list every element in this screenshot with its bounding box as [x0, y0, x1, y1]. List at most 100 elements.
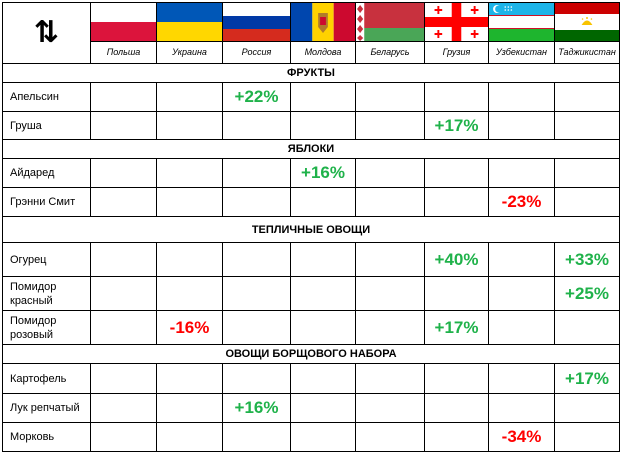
value-cell — [156, 111, 223, 140]
section-row: ТЕПЛИЧНЫЕ ОВОЩИ — [2, 216, 620, 243]
value-cell — [222, 187, 291, 217]
value-cell — [355, 422, 425, 452]
table-row: Картофель +17% — [2, 363, 620, 394]
value-cell: +17% — [424, 310, 489, 345]
value-cell — [554, 158, 620, 188]
value-cell — [355, 158, 425, 188]
sort-cell[interactable]: ⇅ — [2, 2, 91, 64]
georgia-flag-icon — [425, 3, 488, 41]
country-name: Таджикистан — [555, 41, 619, 62]
value-cell: +33% — [554, 242, 620, 277]
section-row: ФРУКТЫ — [2, 63, 620, 83]
value-cell — [355, 111, 425, 140]
value-cell — [290, 363, 356, 394]
product-label: Морковь — [2, 422, 91, 452]
table-row: Лук репчатый +16% — [2, 393, 620, 423]
value-cell — [90, 393, 157, 423]
uzbekistan-flag-icon — [489, 3, 554, 41]
value-cell — [290, 276, 356, 311]
value-cell — [424, 422, 489, 452]
value-cell — [355, 310, 425, 345]
section-title: ФРУКТЫ — [2, 63, 620, 83]
country-header-georgia: Грузия — [424, 2, 489, 64]
product-label: Огурец — [2, 242, 91, 277]
value-cell — [90, 310, 157, 345]
value-cell — [290, 242, 356, 277]
value-cell — [554, 393, 620, 423]
value-cell — [90, 111, 157, 140]
value-cell: -23% — [488, 187, 555, 217]
value-cell — [290, 422, 356, 452]
value-cell — [222, 242, 291, 277]
header-row: ⇅ Польша Украина Россия — [2, 2, 620, 64]
country-header-tajikistan: Таджикистан — [554, 2, 620, 64]
value-cell — [355, 242, 425, 277]
value-cell — [488, 310, 555, 345]
value-cell — [488, 276, 555, 311]
value-cell — [156, 363, 223, 394]
value-cell — [554, 187, 620, 217]
section-row: ОВОЩИ БОРЩОВОГО НАБОРА — [2, 344, 620, 364]
country-name: Россия — [223, 41, 290, 62]
value-cell — [554, 111, 620, 140]
value-cell — [222, 158, 291, 188]
country-name: Узбекистан — [489, 41, 554, 62]
value-cell — [156, 187, 223, 217]
table-row: Помидор красный +25% — [2, 276, 620, 311]
value-cell — [424, 363, 489, 394]
value-cell — [222, 111, 291, 140]
value-cell: +25% — [554, 276, 620, 311]
value-cell: +40% — [424, 242, 489, 277]
value-cell — [355, 82, 425, 112]
value-cell — [488, 242, 555, 277]
product-label: Айдаред — [2, 158, 91, 188]
value-cell — [156, 242, 223, 277]
value-cell — [290, 310, 356, 345]
country-name: Молдова — [291, 41, 355, 62]
value-cell — [156, 422, 223, 452]
value-cell — [424, 158, 489, 188]
value-cell — [488, 158, 555, 188]
product-label: Апельсин — [2, 82, 91, 112]
value-cell — [90, 158, 157, 188]
value-cell: +16% — [290, 158, 356, 188]
table-row: Апельсин +22% — [2, 82, 620, 112]
value-cell — [488, 393, 555, 423]
value-cell — [355, 187, 425, 217]
product-label: Лук репчатый — [2, 393, 91, 423]
value-cell: +16% — [222, 393, 291, 423]
value-cell — [355, 393, 425, 423]
country-name: Беларусь — [356, 41, 424, 62]
country-name: Грузия — [425, 41, 488, 62]
value-cell — [156, 158, 223, 188]
value-cell — [222, 276, 291, 311]
section-row: ЯБЛОКИ — [2, 139, 620, 159]
country-header-russia: Россия — [222, 2, 291, 64]
value-cell — [355, 276, 425, 311]
value-cell — [488, 111, 555, 140]
ukraine-flag-icon — [157, 3, 222, 41]
value-cell — [222, 310, 291, 345]
section-title: ОВОЩИ БОРЩОВОГО НАБОРА — [2, 344, 620, 364]
sort-arrows-icon[interactable]: ⇅ — [33, 15, 60, 50]
country-header-moldova: Молдова — [290, 2, 356, 64]
value-cell — [222, 363, 291, 394]
value-cell — [554, 82, 620, 112]
moldova-flag-icon — [291, 3, 355, 41]
value-cell — [355, 363, 425, 394]
value-cell — [90, 276, 157, 311]
value-cell — [290, 82, 356, 112]
value-cell: -34% — [488, 422, 555, 452]
value-cell — [90, 82, 157, 112]
value-cell — [554, 422, 620, 452]
value-cell: +17% — [424, 111, 489, 140]
value-cell — [424, 393, 489, 423]
value-cell: -16% — [156, 310, 223, 345]
product-label: Грэнни Смит — [2, 187, 91, 217]
section-title: ЯБЛОКИ — [2, 139, 620, 159]
table-row: Помидор розовый -16% +17% — [2, 310, 620, 345]
country-header-uzbekistan: Узбекистан — [488, 2, 555, 64]
table-row: Груша +17% — [2, 111, 620, 140]
